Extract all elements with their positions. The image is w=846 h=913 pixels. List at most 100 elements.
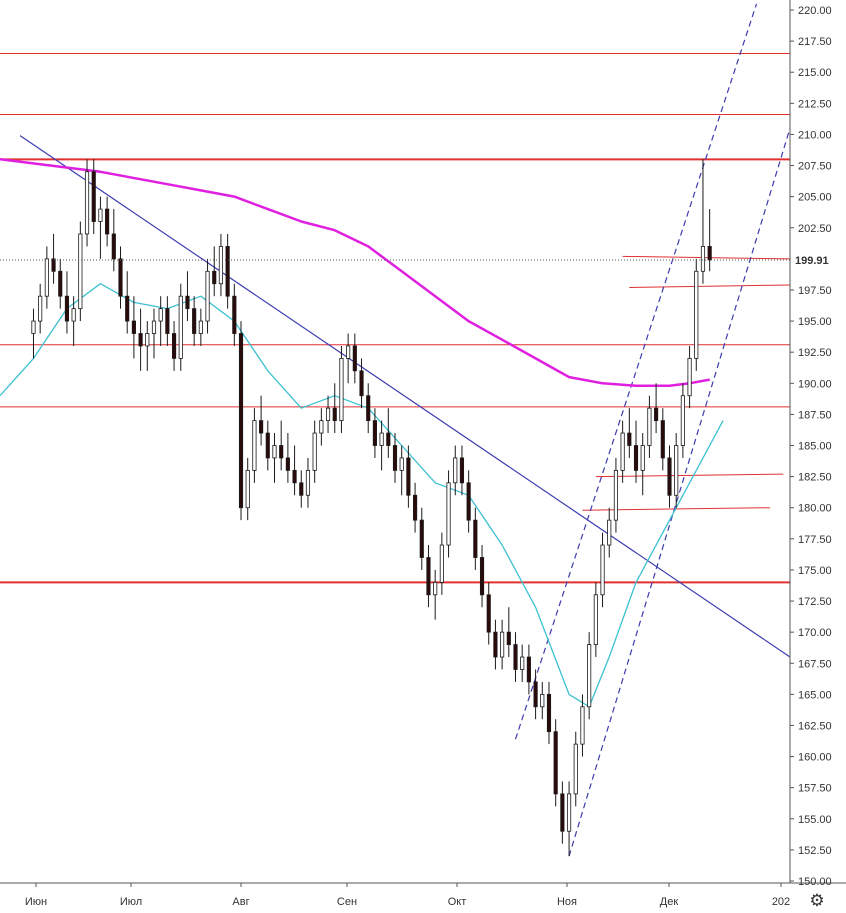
candle-down bbox=[553, 731, 558, 795]
candle-up bbox=[647, 407, 652, 446]
candle-up bbox=[178, 295, 183, 359]
y-tick-label: 152.50 bbox=[798, 845, 832, 857]
gear-icon[interactable]: ⚙ bbox=[809, 891, 825, 911]
candle-down bbox=[299, 482, 304, 496]
candle-down bbox=[707, 246, 712, 261]
candle-up bbox=[218, 246, 224, 285]
candle-up bbox=[252, 420, 257, 471]
candle-up bbox=[346, 345, 351, 359]
candle-down bbox=[459, 457, 465, 484]
candle-down bbox=[486, 594, 491, 633]
candle-up bbox=[520, 656, 525, 670]
y-tick-label: 167.50 bbox=[798, 658, 832, 670]
y-tick-label: 160.00 bbox=[798, 752, 832, 764]
candle-down bbox=[165, 308, 170, 334]
candle-up bbox=[433, 581, 438, 596]
candle-down bbox=[667, 457, 672, 496]
y-tick-label: 170.00 bbox=[798, 627, 832, 639]
y-tick-label: 212.50 bbox=[798, 98, 832, 110]
y-tick-label: 175.00 bbox=[798, 565, 832, 577]
candle-down bbox=[426, 557, 431, 596]
channel-line bbox=[514, 3, 758, 740]
candle-down bbox=[406, 457, 411, 496]
candles-layer bbox=[31, 159, 712, 857]
candle-up bbox=[640, 445, 645, 471]
y-tick-label: 207.50 bbox=[798, 161, 832, 173]
y-tick-label: 195.00 bbox=[798, 316, 832, 328]
candle-down bbox=[138, 333, 143, 347]
candle-up bbox=[573, 743, 578, 795]
candle-up bbox=[245, 469, 250, 509]
candle-down bbox=[660, 420, 665, 459]
candle-down bbox=[111, 233, 116, 260]
candle-up bbox=[272, 445, 277, 459]
candle-up bbox=[312, 432, 317, 471]
candle-down bbox=[265, 432, 270, 459]
y-tick-label: 215.00 bbox=[798, 67, 832, 79]
candle-down bbox=[232, 295, 237, 334]
candle-down bbox=[533, 681, 538, 708]
candle-down bbox=[105, 208, 110, 235]
candle-up bbox=[700, 246, 706, 272]
candle-down bbox=[185, 295, 190, 310]
candle-up bbox=[446, 482, 451, 546]
candle-up bbox=[71, 308, 76, 322]
candle-up bbox=[587, 644, 592, 708]
y-tick-label: 157.50 bbox=[798, 783, 832, 795]
candle-up bbox=[145, 333, 150, 347]
candle-up bbox=[580, 706, 585, 745]
candle-down bbox=[51, 258, 56, 272]
candle-down bbox=[238, 333, 244, 509]
candle-up bbox=[198, 320, 203, 334]
x-tick-label: Июн bbox=[25, 896, 47, 908]
y-tick-label: 185.00 bbox=[798, 441, 832, 453]
candle-up bbox=[319, 420, 324, 434]
y-tick-label: 217.50 bbox=[798, 36, 832, 48]
candle-down bbox=[546, 693, 552, 733]
candle-down bbox=[627, 432, 632, 446]
candle-up bbox=[31, 320, 36, 334]
candle-up bbox=[453, 457, 458, 484]
candle-up bbox=[694, 270, 699, 359]
candle-up bbox=[593, 594, 598, 645]
candle-down bbox=[64, 295, 70, 322]
candle-down bbox=[506, 631, 511, 645]
channel-line bbox=[568, 128, 791, 857]
last-price-box bbox=[791, 251, 837, 268]
candle-down bbox=[386, 432, 391, 446]
candle-down bbox=[131, 320, 136, 334]
y-tick-label: 190.00 bbox=[798, 378, 832, 390]
candle-down bbox=[466, 482, 471, 521]
y-tick-label: 177.50 bbox=[798, 534, 832, 546]
candle-up bbox=[379, 432, 384, 446]
candle-up bbox=[680, 395, 685, 446]
x-tick-label: Июл bbox=[120, 896, 142, 908]
candle-down bbox=[479, 557, 485, 596]
candle-up bbox=[98, 208, 103, 222]
x-tick-label: Окт bbox=[448, 896, 467, 908]
y-tick-label: 150.00 bbox=[798, 876, 832, 888]
y-tick-label: 172.50 bbox=[798, 596, 832, 608]
candle-down bbox=[212, 270, 217, 285]
candle-up bbox=[613, 469, 619, 521]
candle-up bbox=[607, 519, 612, 546]
candle-up bbox=[687, 357, 692, 397]
last-price-layer: 199.91 bbox=[0, 251, 837, 268]
candle-down bbox=[473, 519, 478, 558]
candle-down bbox=[279, 445, 284, 459]
candle-down bbox=[372, 420, 377, 446]
candle-down bbox=[513, 644, 518, 670]
candle-down bbox=[526, 656, 531, 683]
candle-up bbox=[38, 295, 43, 322]
moving-averages-layer bbox=[0, 158, 724, 708]
x-tick-label: Дек bbox=[660, 896, 679, 908]
candle-down bbox=[118, 258, 123, 297]
candle-down bbox=[654, 407, 659, 422]
y-tick-label: 187.50 bbox=[798, 409, 832, 421]
x-tick-label: Ноя bbox=[557, 896, 577, 908]
x-tick-label: Авг bbox=[232, 896, 249, 908]
candle-up bbox=[540, 693, 545, 708]
candle-down bbox=[125, 295, 130, 322]
